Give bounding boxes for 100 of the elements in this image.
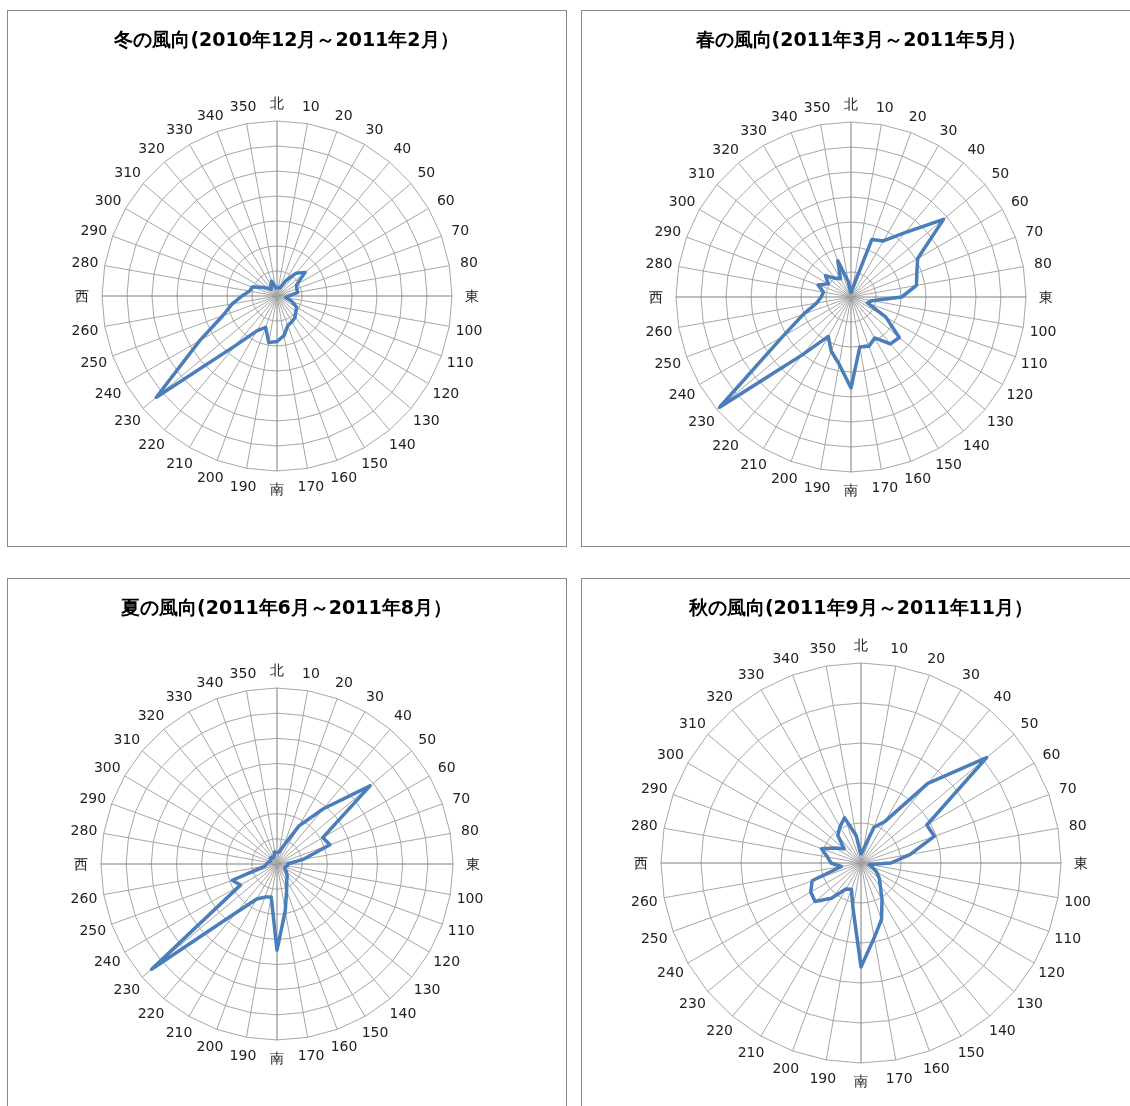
spoke-label: 200 xyxy=(772,1059,800,1076)
spoke-label: 190 xyxy=(229,478,257,495)
chart-title: 春の風向(2011年3月～2011年5月） xyxy=(694,28,1027,50)
spoke-label: 340 xyxy=(196,106,224,123)
spoke-label: 230 xyxy=(688,413,715,430)
spoke-label: 130 xyxy=(987,413,1014,430)
spoke-label: 40 xyxy=(967,141,986,158)
spoke-label: 10 xyxy=(875,98,894,115)
spoke-label: 280 xyxy=(70,822,98,839)
spoke-label: 240 xyxy=(94,384,122,401)
spoke-label: 150 xyxy=(361,455,388,472)
spoke-label: 南 xyxy=(270,481,284,497)
spoke-label: 30 xyxy=(962,666,980,683)
spoke-label: 西 xyxy=(74,856,88,872)
spoke-label: 170 xyxy=(871,479,899,496)
spoke-label: 北 xyxy=(844,96,858,112)
spoke-label: 250 xyxy=(80,354,108,371)
spoke-label: 240 xyxy=(657,964,684,980)
spoke-label: 140 xyxy=(389,1004,417,1021)
spoke-label: 60 xyxy=(437,759,456,775)
spoke-label: 70 xyxy=(451,221,470,238)
spoke-label: 340 xyxy=(770,107,798,124)
spoke-label: 110 xyxy=(447,922,475,939)
spoke-label: 280 xyxy=(71,254,99,271)
spoke-label: 210 xyxy=(737,1043,765,1060)
spoke-label: 170 xyxy=(885,1069,913,1086)
spoke-label: 200 xyxy=(196,1038,224,1055)
spoke-label: 350 xyxy=(809,640,837,657)
spoke-label: 120 xyxy=(1006,385,1034,402)
spoke-label: 170 xyxy=(297,1047,325,1064)
spoke-label: 280 xyxy=(645,255,673,272)
spoke-label: 西 xyxy=(634,855,648,871)
spoke-label: 80 xyxy=(1034,255,1052,272)
spoke-label: 300 xyxy=(668,192,696,209)
spoke-label: 60 xyxy=(1010,192,1029,209)
spoke-label: 200 xyxy=(770,470,798,487)
spoke-label: 50 xyxy=(991,164,1010,181)
spoke-label: 350 xyxy=(229,664,257,681)
spoke-label: 320 xyxy=(138,140,166,157)
spoke-label: 20 xyxy=(335,673,353,690)
spoke-label: 東 xyxy=(465,288,479,304)
spoke-label: 20 xyxy=(927,650,946,667)
spoke-label: 北 xyxy=(270,95,284,111)
spoke-label: 330 xyxy=(165,687,193,704)
spoke-label: 100 xyxy=(456,889,484,906)
spoke-label: 南 xyxy=(270,1050,284,1066)
spoke-label: 160 xyxy=(330,469,358,486)
spoke-label: 290 xyxy=(654,222,682,239)
spoke-label: 120 xyxy=(433,953,461,969)
spoke-label: 150 xyxy=(361,1024,389,1041)
spoke-label: 10 xyxy=(301,97,320,114)
spoke-label: 250 xyxy=(654,355,682,372)
spoke-label: 100 xyxy=(455,321,483,338)
spoke-label: 250 xyxy=(640,929,668,946)
spoke-label: 260 xyxy=(630,892,658,909)
spoke-label: 320 xyxy=(137,707,165,724)
spoke-label: 北 xyxy=(854,637,868,653)
spoke-label: 290 xyxy=(79,789,107,806)
spoke-label: 330 xyxy=(737,666,765,683)
spoke-label: 40 xyxy=(993,688,1012,704)
spoke-label: 30 xyxy=(365,120,384,137)
spoke-label: 80 xyxy=(1068,817,1087,834)
spoke-label: 220 xyxy=(706,1022,733,1038)
spoke-label: 170 xyxy=(297,478,325,495)
spoke-label: 260 xyxy=(70,889,98,906)
spoke-label: 110 xyxy=(1054,929,1082,946)
spoke-label: 340 xyxy=(772,650,800,667)
spoke-label: 190 xyxy=(229,1047,257,1064)
spoke-label: 240 xyxy=(668,385,696,402)
spoke-label: 西 xyxy=(75,288,89,304)
spoke-label: 80 xyxy=(461,822,479,839)
spoke-label: 330 xyxy=(166,120,193,137)
spoke-label: 300 xyxy=(657,746,684,762)
spoke-label: 100 xyxy=(1064,892,1092,909)
spoke-label: 100 xyxy=(1029,322,1057,339)
spoke-label: 280 xyxy=(630,817,658,834)
spoke-label: 290 xyxy=(80,221,108,238)
spoke-label: 210 xyxy=(166,455,193,472)
spoke-label: 70 xyxy=(1058,780,1077,797)
spoke-label: 60 xyxy=(436,191,455,208)
spoke-label: 160 xyxy=(922,1059,950,1076)
spoke-label: 260 xyxy=(645,322,673,339)
spoke-label: 南 xyxy=(844,482,858,498)
spoke-label: 210 xyxy=(740,456,767,473)
spoke-label: 350 xyxy=(229,97,257,114)
spoke-label: 300 xyxy=(93,759,121,775)
spoke-label: 160 xyxy=(330,1038,358,1055)
spoke-label: 50 xyxy=(417,163,436,180)
spoke-label: 20 xyxy=(334,106,353,123)
spoke-label: 120 xyxy=(432,384,460,401)
spoke-label: 60 xyxy=(1042,746,1061,762)
spoke-label: 290 xyxy=(640,780,668,797)
spoke-label: 210 xyxy=(165,1024,193,1041)
spoke-label: 150 xyxy=(957,1043,985,1060)
spoke-label: 30 xyxy=(939,121,958,138)
spoke-label: 300 xyxy=(94,191,122,208)
spoke-label: 40 xyxy=(394,707,412,724)
spoke-label: 西 xyxy=(649,289,663,305)
spoke-label: 310 xyxy=(679,714,706,731)
spoke-label: 北 xyxy=(270,662,284,678)
